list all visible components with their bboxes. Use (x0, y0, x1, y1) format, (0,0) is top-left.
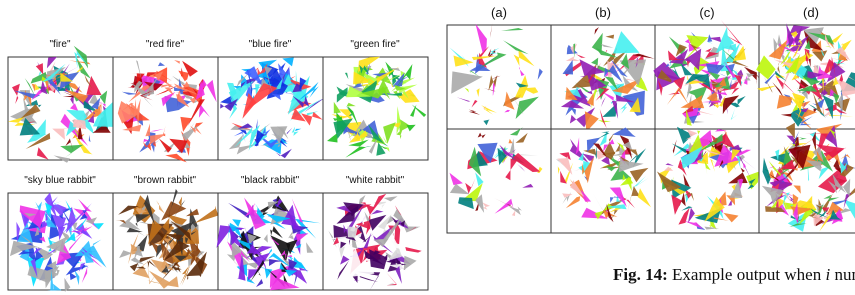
panel-label: "brown rabbit" (134, 175, 197, 186)
column-label: (d) (803, 5, 819, 20)
panel-label: "black rabbit" (241, 175, 300, 186)
panel-label: "red fire" (146, 39, 185, 50)
column-label: (a) (491, 5, 507, 20)
caption: Fig. 14: Example output when i num (613, 265, 855, 284)
caption-variable: i (825, 265, 830, 284)
caption-label: Fig. 14: (613, 265, 668, 284)
column-label: (c) (699, 5, 714, 20)
column-label: (b) (595, 5, 611, 20)
panel-label: "sky blue rabbit" (24, 175, 96, 186)
panel-label: "green fire" (350, 39, 400, 50)
caption-text: Example output when (672, 265, 822, 284)
panel-label: "blue fire" (249, 39, 292, 50)
caption-text: num (834, 265, 855, 284)
artwork (8, 20, 855, 292)
panel-label: "fire" (50, 39, 71, 50)
figure: Fig. 14: Example output when i num "fire… (0, 0, 855, 295)
panel-label: "white rabbit" (346, 175, 405, 186)
panel-frame (447, 129, 551, 233)
panel-frame (323, 57, 428, 160)
